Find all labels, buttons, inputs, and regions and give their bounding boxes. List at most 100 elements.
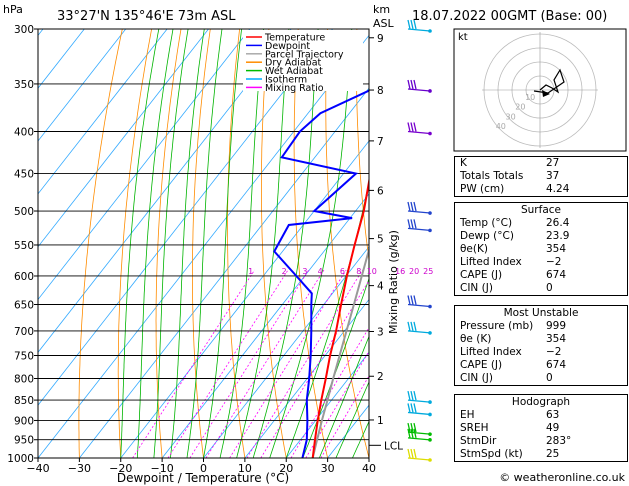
indices-key: K <box>460 157 467 169</box>
pressure-tick-label: 800 <box>14 373 34 385</box>
legend-label: Dewpoint <box>265 41 310 52</box>
wind-barb-flag <box>407 79 411 90</box>
wind-barb-dot <box>428 211 432 215</box>
wind-barb <box>407 122 432 136</box>
mixing-ratio-line <box>305 350 369 458</box>
dry-adiabat-line <box>78 29 123 458</box>
location-title: 33°27'N 135°46'E 73m ASL <box>57 9 236 24</box>
plot-area <box>38 29 369 458</box>
wind-barb-flag <box>407 403 411 413</box>
wet-adiabat-line <box>335 380 369 458</box>
hodograph-unit-label: kt <box>458 32 468 43</box>
isotherm-line <box>38 29 168 195</box>
indices-value: 4.24 <box>546 183 570 195</box>
surface-value: 23.9 <box>546 230 570 242</box>
wind-barb-flag <box>413 122 417 132</box>
surface-key: CAPE (J) <box>460 269 503 281</box>
wind-barb-dot <box>428 400 432 404</box>
pressure-tick-label: 950 <box>14 435 34 447</box>
wind-barb-shaft <box>407 227 431 232</box>
wind-barb-flag <box>407 201 411 212</box>
isotherm-line <box>38 29 334 406</box>
isotherm-line <box>38 29 127 142</box>
isotherm-line <box>161 193 369 458</box>
mixing-ratio-label: 4 <box>318 267 323 276</box>
wind-barb-flag <box>410 448 414 459</box>
mixing-ratio-line <box>260 279 369 458</box>
wind-barb-flag <box>410 321 414 332</box>
wind-barb-shaft <box>407 330 431 334</box>
x-tick-label: −10 <box>151 462 174 475</box>
wet-adiabat-line <box>302 277 369 458</box>
mixing-ratio-axis-label: Mixing Ratio (g/kg) <box>387 230 400 334</box>
wind-barb <box>407 321 432 335</box>
wind-barb <box>407 390 432 404</box>
wind-barb-shaft <box>407 457 431 461</box>
wet-adiabat-line <box>236 29 290 458</box>
surface-key: CIN (J) <box>460 282 493 294</box>
surface-row: θe(K) 354 <box>455 243 627 256</box>
isotherm-line <box>285 351 369 458</box>
wind-barb-flag <box>410 219 414 229</box>
wind-barb-dot <box>428 29 432 33</box>
most-unstable-table: Most Unstable Pressure (mb) 999 θe (K) 354… <box>454 305 628 386</box>
wet-adiabat-line <box>269 29 353 458</box>
pressure-tick-label: 650 <box>14 300 34 312</box>
indices-key: PW (cm) <box>460 183 505 195</box>
wind-barb <box>407 403 432 417</box>
legend-label: Dry Adiabat <box>265 58 322 69</box>
most-unstable-row: CIN (J) 0 <box>455 372 627 385</box>
km-tick-label: 9 <box>377 33 384 45</box>
dry-adiabat-line <box>155 29 182 458</box>
wind-barb-flag <box>413 19 417 30</box>
hodograph-ring-label: 30 <box>506 112 516 121</box>
most-unstable-value: −2 <box>546 346 562 358</box>
wind-barb-flag <box>413 201 417 212</box>
hodograph-stats-title: Hodograph <box>511 396 571 408</box>
asl-label: ASL <box>373 17 395 30</box>
x-tick-label: 30 <box>321 462 335 475</box>
lcl-label: LCL <box>384 440 403 452</box>
hodograph-ring-label: 20 <box>515 103 525 112</box>
wind-barb-flag <box>410 19 414 30</box>
most-unstable-row: Pressure (mb) 999 <box>455 320 627 333</box>
most-unstable-key: Lifted Index <box>460 346 522 358</box>
legend-label: Isotherm <box>265 75 307 86</box>
credit-text: © weatheronline.co.uk <box>499 471 625 484</box>
wet-adiabat-line <box>219 29 265 458</box>
indices-key: Totals Totals <box>460 170 524 182</box>
km-tick-label: 7 <box>377 136 384 148</box>
indices-table: K 27 Totals Totals 37 PW (cm) 4.24 <box>454 156 628 197</box>
mixing-ratio-line <box>290 326 369 458</box>
legend-label: Temperature <box>264 33 325 44</box>
most-unstable-key: CAPE (J) <box>460 359 503 371</box>
isotherm-line <box>38 34 369 458</box>
wet-adiabat-line <box>170 29 205 458</box>
mixing-ratio-label: 16 <box>395 267 405 276</box>
wind-barb <box>407 448 432 462</box>
isotherm-line <box>203 246 369 458</box>
pressure-tick-label: 850 <box>14 395 34 407</box>
wind-barb-flag <box>407 295 411 305</box>
indices-row: Totals Totals 37 <box>455 170 627 183</box>
wind-barb-flag <box>413 403 417 413</box>
surface-key: Temp (°C) <box>460 217 513 229</box>
surface-title: Surface <box>520 204 561 216</box>
dry-adiabat-line <box>356 29 369 264</box>
wind-barb-shaft <box>407 411 431 416</box>
surface-value: 354 <box>546 243 567 255</box>
wind-barb <box>407 219 432 233</box>
pressure-tick-label: 400 <box>14 127 34 139</box>
x-tick-label: 10 <box>238 462 252 475</box>
wind-barb-flag <box>407 390 411 401</box>
legend-label: Mixing Ratio <box>265 83 324 94</box>
wind-barb-flag <box>407 19 411 30</box>
wet-adiabat-line <box>252 29 319 458</box>
legend-box <box>243 30 363 91</box>
mixing-ratio-label: 1 <box>248 267 253 276</box>
legend-label: Wet Adiabat <box>265 66 323 77</box>
most-unstable-row: CAPE (J) 674 <box>455 359 627 372</box>
wind-barb <box>407 295 432 309</box>
